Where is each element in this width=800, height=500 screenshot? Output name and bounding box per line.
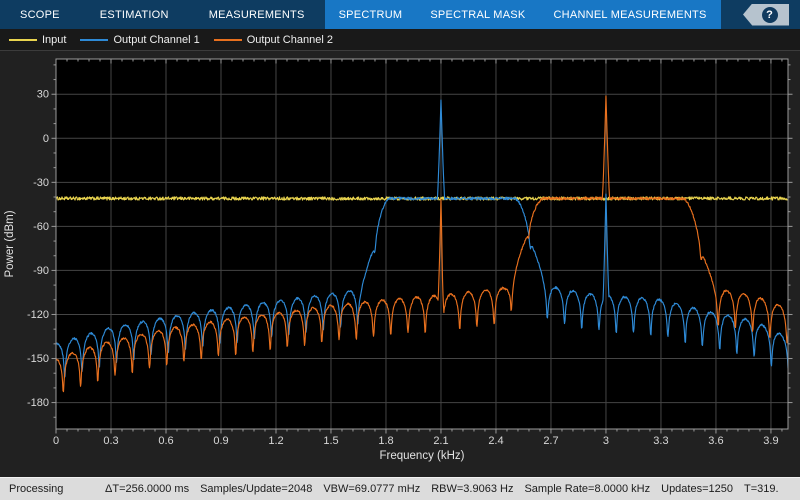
svg-text:-180: -180 — [27, 397, 49, 409]
svg-text:30: 30 — [37, 89, 49, 101]
tab-spectral-mask[interactable]: SPECTRAL MASK — [430, 8, 526, 21]
svg-text:-30: -30 — [33, 177, 49, 189]
svg-text:2.1: 2.1 — [433, 435, 448, 447]
chart-panel: 0 0.3 0.6 0.9 1.2 1.5 1.8 2.1 2.4 2.7 3 3.3 3.6 3.9 30… — [0, 51, 800, 477]
legend-swatch-output-channel-1 — [80, 38, 109, 41]
help-button[interactable]: ? — [743, 3, 789, 26]
status-state: Processing — [9, 483, 64, 495]
tabbar-spacer — [721, 0, 743, 29]
legend-label-output-channel-1: Output Channel 1 — [113, 33, 200, 46]
svg-text:0.3: 0.3 — [103, 435, 118, 447]
svg-text:-150: -150 — [27, 353, 49, 365]
svg-text:3: 3 — [603, 435, 609, 447]
svg-text:-120: -120 — [27, 309, 49, 321]
svg-text:-60: -60 — [33, 221, 49, 233]
svg-text:0.9: 0.9 — [213, 435, 228, 447]
toolstrip-tabbar: SCOPE ESTIMATION MEASUREMENTS SPECTRUM S… — [0, 0, 800, 29]
spectrum-plot[interactable]: 0 0.3 0.6 0.9 1.2 1.5 1.8 2.1 2.4 2.7 3 3.3 3.6 3.9 30… — [0, 51, 800, 478]
status-field-delta-t: ΔT=256.0000 ms — [105, 483, 190, 495]
legend-item-output-channel-1[interactable]: Output Channel 1 — [80, 33, 200, 46]
legend-swatch-output-channel-2 — [213, 38, 242, 41]
legend-swatch-input — [9, 38, 37, 41]
trace-legend: Input Output Channel 1 Output Channel 2 — [0, 29, 800, 51]
tab-estimation[interactable]: ESTIMATION — [99, 8, 169, 21]
svg-text:3.6: 3.6 — [708, 435, 723, 447]
svg-text:1.8: 1.8 — [378, 435, 393, 447]
question-icon: ? — [761, 6, 778, 23]
status-field-samples-per-update: Samples/Update=2048 — [200, 483, 313, 495]
svg-text:0: 0 — [43, 133, 49, 145]
tab-measurements[interactable]: MEASUREMENTS — [208, 8, 305, 21]
svg-text:3.9: 3.9 — [763, 435, 778, 447]
tab-scope[interactable]: SCOPE — [20, 8, 60, 21]
tabgroup-spectrum: SPECTRUM SPECTRAL MASK CHANNEL MEASUREME… — [324, 0, 721, 29]
status-field-time: T=319. — [744, 483, 779, 495]
svg-text:2.4: 2.4 — [488, 435, 503, 447]
legend-item-output-channel-2[interactable]: Output Channel 2 — [213, 33, 333, 46]
svg-text:3.3: 3.3 — [653, 435, 668, 447]
status-bar: Processing ΔT=256.0000 ms Samples/Update… — [0, 477, 800, 500]
status-field-sample-rate: Sample Rate=8.0000 kHz — [524, 483, 651, 495]
svg-text:0: 0 — [53, 435, 59, 447]
status-field-updates: Updates=1250 — [661, 483, 733, 495]
svg-text:Frequency (kHz): Frequency (kHz) — [380, 450, 465, 462]
svg-text:Power (dBm): Power (dBm) — [4, 210, 16, 277]
svg-text:1.5: 1.5 — [323, 435, 338, 447]
status-field-rbw: RBW=3.9063 Hz — [431, 483, 514, 495]
svg-text:-90: -90 — [33, 265, 49, 277]
tab-spectrum[interactable]: SPECTRUM — [338, 8, 403, 21]
legend-item-input[interactable]: Input — [9, 34, 66, 46]
legend-label-output-channel-2: Output Channel 2 — [246, 33, 333, 46]
svg-text:2.7: 2.7 — [543, 435, 558, 447]
svg-text:1.2: 1.2 — [268, 435, 283, 447]
legend-label-input: Input — [42, 33, 67, 46]
tab-channel-measurements[interactable]: CHANNEL MEASUREMENTS — [553, 8, 707, 21]
svg-text:0.6: 0.6 — [158, 435, 173, 447]
status-field-vbw: VBW=69.0777 mHz — [323, 483, 421, 495]
